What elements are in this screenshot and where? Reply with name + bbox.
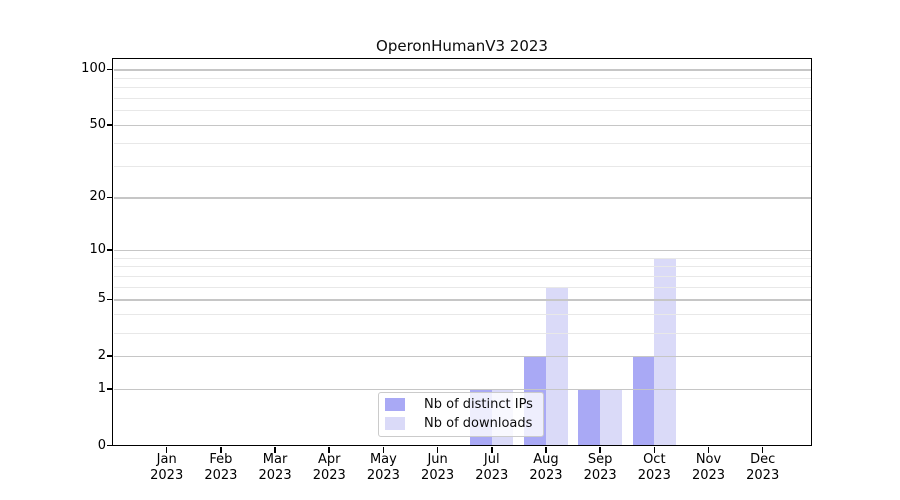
y-tick-label-0: 0 (97, 437, 106, 453)
x-tick-mark-oct (653, 447, 656, 453)
x-tick-month-may: May (369, 452, 397, 467)
y-tick-mark-10 (107, 249, 113, 251)
legend-item-downloads: Nb of downloads (385, 416, 537, 431)
y-tick-label-2: 2 (97, 347, 106, 363)
plot-area (113, 59, 812, 446)
x-tick-month-jun: Jun (427, 452, 448, 467)
x-tick-mark-dec (761, 447, 764, 453)
x-tick-year-may: 2023 (366, 468, 400, 483)
minor-gridline-70 (113, 98, 812, 100)
minor-gridline-6 (113, 286, 812, 288)
x-tick-month-sep: Sep (587, 452, 613, 467)
x-tick-label-mar: Mar 2023 (233, 452, 317, 484)
x-tick-month-aug: Aug (533, 452, 559, 467)
x-tick-year-feb: 2023 (204, 468, 238, 483)
legend-label-distinct-ips: Nb of distinct IPs (424, 397, 533, 412)
y-tick-label-1: 1 (97, 381, 106, 396)
minor-gridline-7 (113, 276, 812, 278)
y-tick-mark-5 (107, 298, 113, 301)
x-tick-label-jul: Jul 2023 (450, 452, 534, 484)
x-tick-month-jul: Jul (483, 452, 500, 467)
y-tick-label-20: 20 (89, 189, 106, 205)
x-tick-mark-jun (436, 447, 439, 453)
minor-gridline-90 (113, 77, 812, 79)
y-tick-mark-100 (107, 68, 113, 71)
y-tick-mark-20 (107, 196, 113, 199)
x-tick-mark-aug (545, 447, 547, 453)
x-tick-mark-feb (220, 447, 222, 453)
y-tick-label-100: 100 (81, 61, 106, 77)
major-gridline-5 (113, 299, 812, 301)
x-tick-label-jan: Jan 2023 (125, 452, 209, 484)
x-tick-month-apr: Apr (317, 452, 341, 467)
x-tick-mark-may (382, 447, 385, 453)
chart-title: OperonHumanV3 2023 (376, 37, 548, 55)
bar-nb-of-downloads-aug (545, 286, 568, 446)
major-gridline-50 (113, 125, 812, 127)
x-tick-year-jun: 2023 (421, 468, 455, 483)
legend-swatch-distinct-ips (385, 398, 405, 411)
x-tick-year-aug: 2023 (529, 468, 563, 483)
x-tick-label-oct: Oct 2023 (612, 452, 696, 484)
minor-gridline-60 (113, 110, 812, 112)
major-gridline-10 (113, 250, 812, 252)
minor-gridline-3 (113, 332, 812, 334)
legend: Nb of distinct IPs Nb of downloads (378, 391, 544, 437)
x-tick-year-apr: 2023 (312, 468, 346, 483)
major-gridline-100 (113, 69, 812, 71)
x-tick-label-jun: Jun 2023 (396, 452, 480, 484)
x-tick-mark-apr (328, 447, 330, 453)
x-tick-label-feb: Feb 2023 (179, 452, 263, 484)
x-tick-label-aug: Aug 2023 (504, 452, 588, 484)
y-tick-label-10: 10 (89, 242, 106, 258)
x-tick-year-nov: 2023 (691, 468, 726, 483)
x-tick-month-oct: Oct (643, 452, 666, 467)
minor-gridline-8 (113, 266, 812, 268)
y-tick-mark-0 (107, 444, 113, 447)
bar-nb-of-distinct-ips-oct (632, 355, 655, 446)
x-tick-month-jan: Jan (156, 452, 177, 467)
x-tick-label-nov: Nov 2023 (667, 452, 751, 484)
legend-item-distinct-ips: Nb of distinct IPs (385, 397, 537, 412)
x-tick-year-mar: 2023 (258, 468, 292, 483)
y-tick-label-5: 5 (97, 291, 106, 307)
minor-gridline-30 (113, 165, 812, 167)
x-tick-mark-nov (707, 447, 710, 453)
legend-label-downloads: Nb of downloads (424, 416, 533, 431)
y-tick-mark-2 (107, 355, 113, 357)
major-gridline-2 (113, 355, 812, 358)
minor-gridline-9 (113, 257, 812, 259)
x-tick-year-oct: 2023 (637, 468, 671, 483)
major-gridline-20 (113, 197, 812, 199)
x-tick-mark-mar (274, 447, 276, 453)
x-tick-mark-jan (165, 447, 168, 453)
bar-nb-of-downloads-sep (600, 389, 622, 446)
x-tick-mark-jul (491, 447, 493, 453)
legend-swatch-downloads (385, 417, 405, 430)
minor-gridline-4 (113, 314, 812, 316)
y-tick-label-50: 50 (89, 117, 106, 133)
minor-gridline-80 (113, 87, 812, 89)
bar-nb-of-downloads-oct (654, 257, 676, 446)
x-tick-month-mar: Mar (262, 452, 288, 467)
x-tick-month-nov: Nov (695, 452, 722, 467)
x-tick-label-may: May 2023 (341, 452, 425, 484)
x-tick-label-apr: Apr 2023 (287, 452, 371, 484)
x-tick-label-sep: Sep 2023 (558, 452, 642, 484)
x-tick-year-dec: 2023 (746, 468, 780, 483)
x-tick-year-jul: 2023 (475, 468, 509, 483)
bar-nb-of-distinct-ips-sep (578, 389, 601, 446)
x-tick-month-dec: Dec (750, 452, 776, 467)
x-tick-year-sep: 2023 (583, 468, 617, 483)
major-gridline-1 (113, 389, 812, 391)
x-tick-label-dec: Dec 2023 (721, 452, 805, 484)
y-tick-mark-50 (107, 124, 113, 126)
y-tick-mark-1 (107, 388, 113, 390)
x-tick-year-jan: 2023 (150, 468, 184, 483)
x-tick-mark-sep (599, 447, 601, 453)
minor-gridline-40 (113, 142, 812, 144)
x-tick-month-feb: Feb (209, 452, 233, 467)
